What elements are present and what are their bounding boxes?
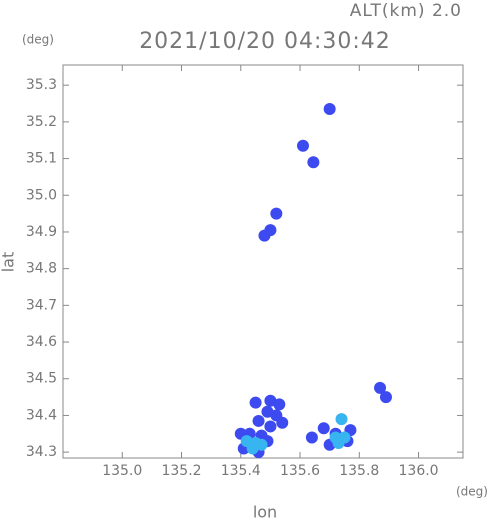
y-tick-label: 35.0	[26, 187, 57, 203]
y-tick-label: 35.1	[26, 151, 57, 167]
echo-point	[276, 416, 289, 429]
y-tick-label: 34.9	[26, 224, 57, 240]
echo-point	[249, 396, 262, 409]
echo-point	[258, 229, 271, 242]
echo-point	[252, 414, 265, 427]
x-tick-label: 135.6	[280, 463, 320, 479]
y-tick-label: 34.4	[26, 407, 57, 423]
chart-title: 2021/10/20 04:30:42	[139, 29, 391, 54]
echo-point	[379, 391, 392, 404]
echo-point	[305, 431, 318, 444]
y-tick-label: 34.3	[26, 444, 57, 460]
y-tick-label: 34.6	[26, 334, 57, 350]
echo-point	[307, 156, 320, 169]
plot-frame	[62, 64, 464, 459]
x-tick-label: 135.0	[102, 463, 142, 479]
y-tick-label: 34.8	[26, 261, 57, 277]
echo-point	[332, 436, 345, 449]
y-tick-label: 35.3	[26, 77, 57, 93]
echo-point	[297, 139, 309, 152]
echo-point	[323, 103, 336, 116]
x-tick-label: 135.8	[339, 463, 379, 479]
echo-point	[255, 438, 268, 451]
echo-point	[317, 422, 330, 435]
x-tick-label: 136.0	[399, 463, 439, 479]
y-tick-label: 34.5	[26, 371, 57, 387]
echo-point	[335, 413, 348, 426]
echo-point	[270, 207, 283, 220]
altitude-label: ALT(km) 2.0	[350, 1, 462, 21]
y-tick-label: 35.2	[26, 114, 57, 130]
y-tick-label: 34.7	[26, 297, 57, 313]
echo-point	[261, 405, 274, 418]
echo-point	[273, 398, 286, 411]
echo-point	[264, 420, 277, 433]
y-axis-label: lat	[0, 252, 18, 273]
x-tick-label: 135.2	[161, 463, 201, 479]
x-axis-label: lon	[253, 503, 277, 521]
x-tick-label: 135.4	[221, 463, 261, 479]
y-unit: (deg)	[22, 33, 54, 47]
x-unit: (deg)	[456, 485, 488, 499]
echo-point	[374, 381, 387, 394]
